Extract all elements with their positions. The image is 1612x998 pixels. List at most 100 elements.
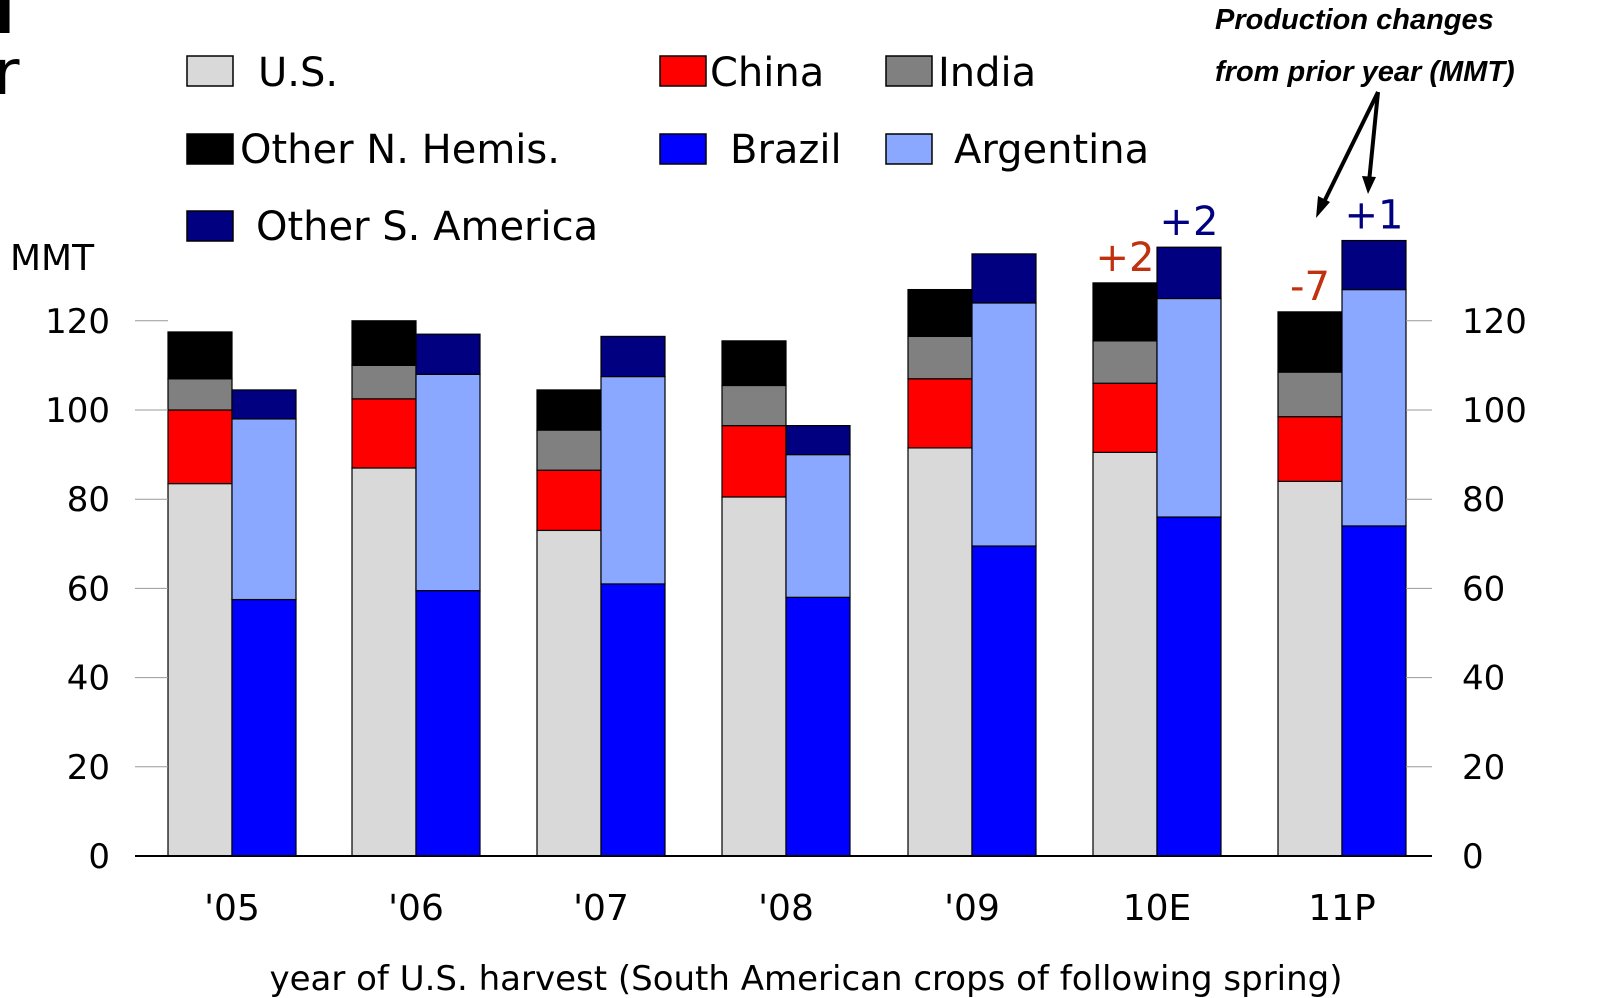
x-tick-labels: '05 '06 '07 '08 '09 10E 11P bbox=[204, 888, 1376, 929]
bar-other-n-hemis-07 bbox=[536, 389, 602, 431]
y-tick-label-right-120: 120 bbox=[1462, 302, 1527, 342]
axes-layer bbox=[135, 320, 1432, 857]
legend-label-india: India bbox=[938, 50, 1036, 96]
y-tick-label-right-100: 100 bbox=[1462, 391, 1527, 431]
change-label-11p-northern-hemisphere: -7 bbox=[1290, 264, 1330, 310]
x-axis-title: year of U.S. harvest (South American cro… bbox=[269, 959, 1342, 998]
bar-other-s-america-11p bbox=[1341, 239, 1407, 291]
bar-u-s-11p bbox=[1277, 480, 1343, 857]
bar-india-05 bbox=[167, 378, 233, 411]
bar-other-s-america-06 bbox=[415, 333, 481, 375]
legend-swatch-india bbox=[885, 55, 933, 87]
legend-label-china: China bbox=[710, 50, 824, 96]
bar-brazil-07 bbox=[600, 583, 666, 857]
bar-other-n-hemis-10e bbox=[1092, 282, 1158, 342]
bar-argentina-11p bbox=[1341, 288, 1407, 527]
bar-china-11p bbox=[1277, 416, 1343, 482]
bar-other-s-america-05 bbox=[231, 389, 297, 420]
annotation-line-1: Production changes bbox=[1215, 4, 1494, 36]
bar-india-07 bbox=[536, 429, 602, 471]
bar-brazil-05 bbox=[231, 598, 297, 857]
y-tick-label-left-80: 80 bbox=[67, 480, 110, 520]
change-label-11p-south-america: +1 bbox=[1345, 193, 1404, 239]
x-tick-label-10e: 10E bbox=[1123, 888, 1192, 929]
bar-china-08 bbox=[721, 425, 787, 498]
y-tick-label-right-40: 40 bbox=[1462, 659, 1505, 699]
legend-label-brazil: Brazil bbox=[730, 127, 842, 173]
legend: U.S. China India Other N. Hemis. Brazil Argen… bbox=[186, 50, 1149, 250]
bar-argentina-07 bbox=[600, 375, 666, 585]
bar-other-s-america-09 bbox=[971, 253, 1037, 304]
x-tick-label-06: '06 bbox=[388, 888, 444, 929]
change-labels: +2+2 -7 +1 bbox=[1096, 193, 1404, 310]
bar-other-n-hemis-11p bbox=[1277, 311, 1343, 373]
arrow-to-nh-bar bbox=[1320, 91, 1380, 207]
bar-china-06 bbox=[351, 398, 417, 469]
y-tick-label-left-0: 0 bbox=[88, 837, 110, 877]
bar-argentina-08 bbox=[785, 454, 851, 598]
bar-u-s-08 bbox=[721, 496, 787, 857]
y-axis-label: MMT bbox=[10, 238, 95, 279]
y-tick-label-left-60: 60 bbox=[67, 569, 110, 609]
bar-other-s-america-08 bbox=[785, 425, 851, 456]
bar-india-08 bbox=[721, 384, 787, 427]
x-tick-label-09: '09 bbox=[944, 888, 1000, 929]
bar-u-s-05 bbox=[167, 482, 233, 857]
legend-swatch-argentina bbox=[885, 133, 933, 165]
legend-swatch-china bbox=[659, 55, 707, 87]
bar-india-09 bbox=[907, 335, 973, 380]
bar-brazil-11p bbox=[1341, 525, 1407, 857]
bar-brazil-06 bbox=[415, 590, 481, 857]
bar-argentina-09 bbox=[971, 302, 1037, 547]
bar-argentina-06 bbox=[415, 373, 481, 592]
change-label-10e-northern-hemisphere: +2 bbox=[1096, 235, 1155, 281]
legend-label-other-n-hemis: Other N. Hemis. bbox=[240, 127, 560, 173]
bar-brazil-08 bbox=[785, 596, 851, 857]
bar-india-10e bbox=[1092, 340, 1158, 384]
y-tick-label-right-0: 0 bbox=[1462, 837, 1484, 877]
y-tick-labels: 0 0 20 20 40 40 60 60 80 80 100 100 120 120 bbox=[45, 302, 1527, 877]
bar-china-09 bbox=[907, 378, 973, 449]
bar-india-06 bbox=[351, 364, 417, 400]
bars-layer bbox=[167, 239, 1407, 857]
bar-argentina-10e bbox=[1156, 297, 1222, 518]
bar-u-s-09 bbox=[907, 447, 973, 857]
y-tick-label-left-100: 100 bbox=[45, 391, 110, 431]
y-tick-label-right-20: 20 bbox=[1462, 748, 1505, 788]
bar-china-10e bbox=[1092, 382, 1158, 453]
bar-brazil-09 bbox=[971, 545, 1037, 857]
bar-u-s-10e bbox=[1092, 451, 1158, 857]
cropped-glyph-bottom: r bbox=[0, 36, 20, 109]
bar-china-05 bbox=[167, 409, 233, 485]
bar-other-s-america-07 bbox=[600, 335, 666, 378]
change-label-10e-south-america: +2 bbox=[1160, 199, 1219, 245]
legend-label-u-s: U.S. bbox=[258, 50, 338, 96]
y-tick-label-left-120: 120 bbox=[45, 302, 110, 342]
arrow-heads bbox=[1316, 176, 1376, 218]
arrow-to-sa-bar bbox=[1367, 91, 1380, 183]
arrow-head-sa bbox=[1362, 176, 1376, 194]
arrow-head-nh bbox=[1316, 196, 1330, 218]
bar-other-n-hemis-06 bbox=[351, 320, 417, 366]
legend-label-other-s-america: Other S. America bbox=[256, 204, 598, 250]
bar-china-07 bbox=[536, 469, 602, 532]
x-tick-label-08: '08 bbox=[758, 888, 814, 929]
bar-other-s-america-10e bbox=[1156, 246, 1222, 300]
y-tick-label-right-60: 60 bbox=[1462, 569, 1505, 609]
annotation-arrows bbox=[1320, 91, 1380, 207]
y-tick-label-right-80: 80 bbox=[1462, 480, 1505, 520]
bar-other-n-hemis-08 bbox=[721, 340, 787, 387]
legend-swatch-other-n-hemis bbox=[186, 133, 234, 165]
legend-swatch-u-s bbox=[186, 55, 234, 87]
x-tick-label-07: '07 bbox=[573, 888, 629, 929]
bar-argentina-05 bbox=[231, 418, 297, 601]
legend-swatch-other-s-america bbox=[186, 210, 234, 242]
legend-swatch-brazil bbox=[659, 133, 707, 165]
y-tick-label-left-40: 40 bbox=[67, 659, 110, 699]
bar-other-n-hemis-09 bbox=[907, 288, 973, 338]
bar-other-n-hemis-05 bbox=[167, 331, 233, 380]
y-tick-label-left-20: 20 bbox=[67, 748, 110, 788]
bar-u-s-06 bbox=[351, 467, 417, 857]
x-tick-label-05: '05 bbox=[204, 888, 260, 929]
